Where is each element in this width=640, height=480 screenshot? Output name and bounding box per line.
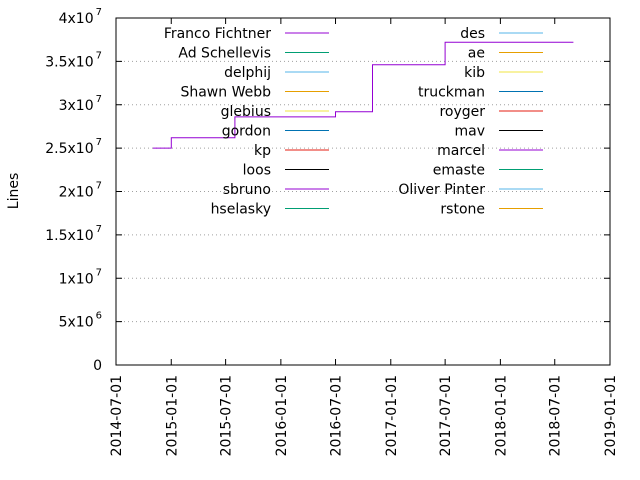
legend-label: delphij [224, 65, 271, 81]
legend-label: royger [439, 104, 485, 120]
y-tick-exponent: 7 [96, 224, 102, 235]
legend-label: rstone [440, 202, 485, 218]
x-tick-labels: 2014-07-01 2015-01-01 2015-07-01 2016-01-01… [109, 375, 619, 456]
legend-label: marcel [437, 143, 485, 159]
y-tick-mantissa: 3.5x10 [45, 54, 93, 70]
y-tick-exponent: 7 [96, 181, 102, 192]
legend-label: des [460, 26, 485, 42]
y-tick-mantissa: 2.5x10 [45, 141, 93, 157]
x-tick-label: 2015-01-01 [164, 375, 180, 456]
y-tick-exponent: 7 [96, 94, 102, 105]
x-tick-label: 2015-07-01 [219, 375, 235, 456]
series-line [152, 41, 574, 149]
y-tick-label: 2x10 7 [59, 181, 102, 201]
x-tick-label: 2018-07-01 [548, 375, 564, 456]
y-axis-title: Lines [6, 173, 22, 209]
y-tick-label: 3x10 7 [59, 94, 102, 114]
y-tick-mantissa: 1x10 [59, 271, 94, 287]
x-tick-label: 2014-07-01 [109, 375, 125, 456]
y-tick-mantissa: 1.5x10 [45, 228, 93, 244]
y-tick-label: 4x10 7 [59, 7, 102, 27]
y-tick-exponent: 7 [96, 137, 102, 148]
legend-label: sbruno [223, 182, 271, 198]
legend-label: emaste [433, 163, 485, 179]
legend-label: Franco Fichtner [164, 26, 271, 42]
y-tick-label: 5x10 6 [59, 311, 102, 331]
legend-label: loos [243, 163, 271, 179]
x-tick-label: 2018-01-01 [493, 375, 509, 456]
legend-label: kib [464, 65, 485, 81]
y-tick-exponent: 7 [96, 7, 102, 18]
y-tick-mantissa: 5x10 [59, 315, 94, 331]
x-tick-label: 2017-01-01 [384, 375, 400, 456]
x-tick-label: 2017-07-01 [438, 375, 454, 456]
y-tick-exponent: 6 [96, 311, 102, 322]
x-tick-label: 2016-01-01 [274, 375, 290, 456]
y-tick-mantissa: 3x10 [59, 98, 94, 114]
y-tick-label: 1.5x10 7 [45, 224, 102, 244]
legend-label: ae [468, 46, 485, 62]
y-tick-mantissa: 2x10 [59, 185, 94, 201]
x-tick-label: 2019-01-01 [603, 375, 619, 456]
y-tick-exponent: 7 [96, 267, 102, 278]
y-tick-label: 1x10 7 [59, 267, 102, 287]
y-tick-exponent: 7 [96, 50, 102, 61]
legend-label: Ad Schellevis [178, 46, 271, 62]
legend-label: gordon [222, 124, 271, 140]
legend: Franco Fichtner Ad Schellevis delphij Shawn… [164, 26, 543, 218]
y-tick-label: 0 [93, 358, 102, 374]
legend-label: glebius [221, 104, 271, 120]
y-tick-mantissa: 4x10 [59, 11, 94, 27]
legend-label: kp [254, 143, 271, 159]
y-tick-label: 2.5x10 7 [45, 137, 102, 157]
legend-label: truckman [418, 85, 485, 101]
x-tick-label: 2016-07-01 [329, 375, 345, 456]
legend-label: Shawn Webb [180, 85, 271, 101]
plot-frame [115, 17, 611, 366]
y-tick-label: 3.5x10 7 [45, 50, 102, 70]
legend-label: hselasky [211, 202, 271, 218]
axis-ticks [115, 17, 611, 366]
y-tick-mantissa: 0 [93, 358, 102, 374]
legend-label: mav [454, 124, 485, 140]
legend-label: Oliver Pinter [398, 182, 485, 198]
